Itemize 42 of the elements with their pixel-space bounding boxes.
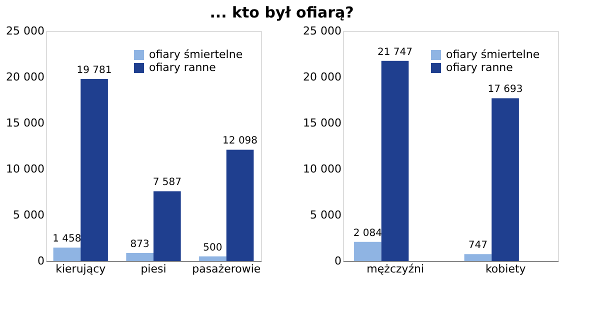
data-label: 500: [203, 242, 222, 254]
x-tick-label: piesi: [140, 262, 166, 276]
bar: [126, 252, 154, 261]
y-tick-label: 0: [334, 254, 342, 268]
y-tick-label: 15 000: [303, 116, 342, 130]
y-tick-label: 10 000: [6, 162, 44, 176]
bar: [154, 191, 181, 261]
x-tick-label: pasażerowie: [192, 262, 261, 276]
y-tick-label: 0: [38, 254, 44, 268]
bar: [226, 150, 254, 261]
y-tick-label: 20 000: [303, 70, 342, 84]
data-label: 19 781: [76, 65, 112, 76]
bar: [381, 60, 409, 261]
legend-label: ofiary ranne: [149, 61, 216, 74]
data-label: 12 098: [222, 136, 258, 147]
data-label: 7 587: [152, 177, 182, 188]
y-tick-label: 25 000: [303, 24, 342, 38]
y-tick-label: 25 000: [6, 24, 44, 38]
bar: [464, 254, 492, 261]
data-label: 2 084: [353, 228, 382, 239]
data-label: 21 747: [378, 46, 413, 58]
y-tick-label: 10 000: [303, 162, 342, 176]
legend-label: ofiary śmiertelne: [446, 48, 540, 61]
legend-label: ofiary śmiertelne: [149, 48, 243, 61]
bar: [354, 242, 382, 261]
legend-label: ofiary ranne: [446, 61, 514, 74]
data-label: 747: [468, 240, 488, 252]
y-tick-label: 15 000: [6, 116, 44, 130]
data-label: 17 693: [488, 84, 523, 96]
x-tick-label: mężczyźni: [366, 262, 424, 276]
bar: [492, 98, 519, 261]
x-tick-label: kobiety: [485, 262, 526, 276]
data-label: 873: [130, 238, 150, 250]
chart-title: ... kto był ofiarą?: [210, 4, 354, 22]
bar: [80, 79, 108, 261]
y-tick-label: 5 000: [13, 208, 44, 222]
y-tick-label: 5 000: [310, 208, 342, 222]
data-label: 1 458: [52, 234, 82, 245]
y-tick-label: 20 000: [6, 70, 44, 84]
bar: [53, 248, 81, 261]
x-tick-label: kierujący: [56, 262, 106, 276]
bar: [199, 256, 226, 261]
